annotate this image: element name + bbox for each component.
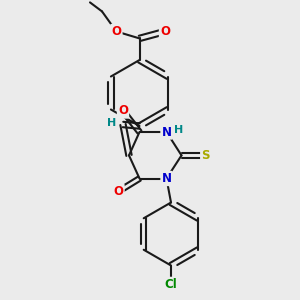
Text: O: O bbox=[118, 104, 128, 118]
Text: Cl: Cl bbox=[165, 278, 177, 291]
Text: H: H bbox=[107, 118, 116, 128]
Text: N: N bbox=[161, 172, 172, 185]
Text: H: H bbox=[175, 124, 184, 135]
Text: N: N bbox=[161, 125, 172, 139]
Text: O: O bbox=[111, 25, 122, 38]
Text: S: S bbox=[201, 149, 210, 162]
Text: O: O bbox=[160, 25, 170, 38]
Text: O: O bbox=[113, 185, 124, 198]
